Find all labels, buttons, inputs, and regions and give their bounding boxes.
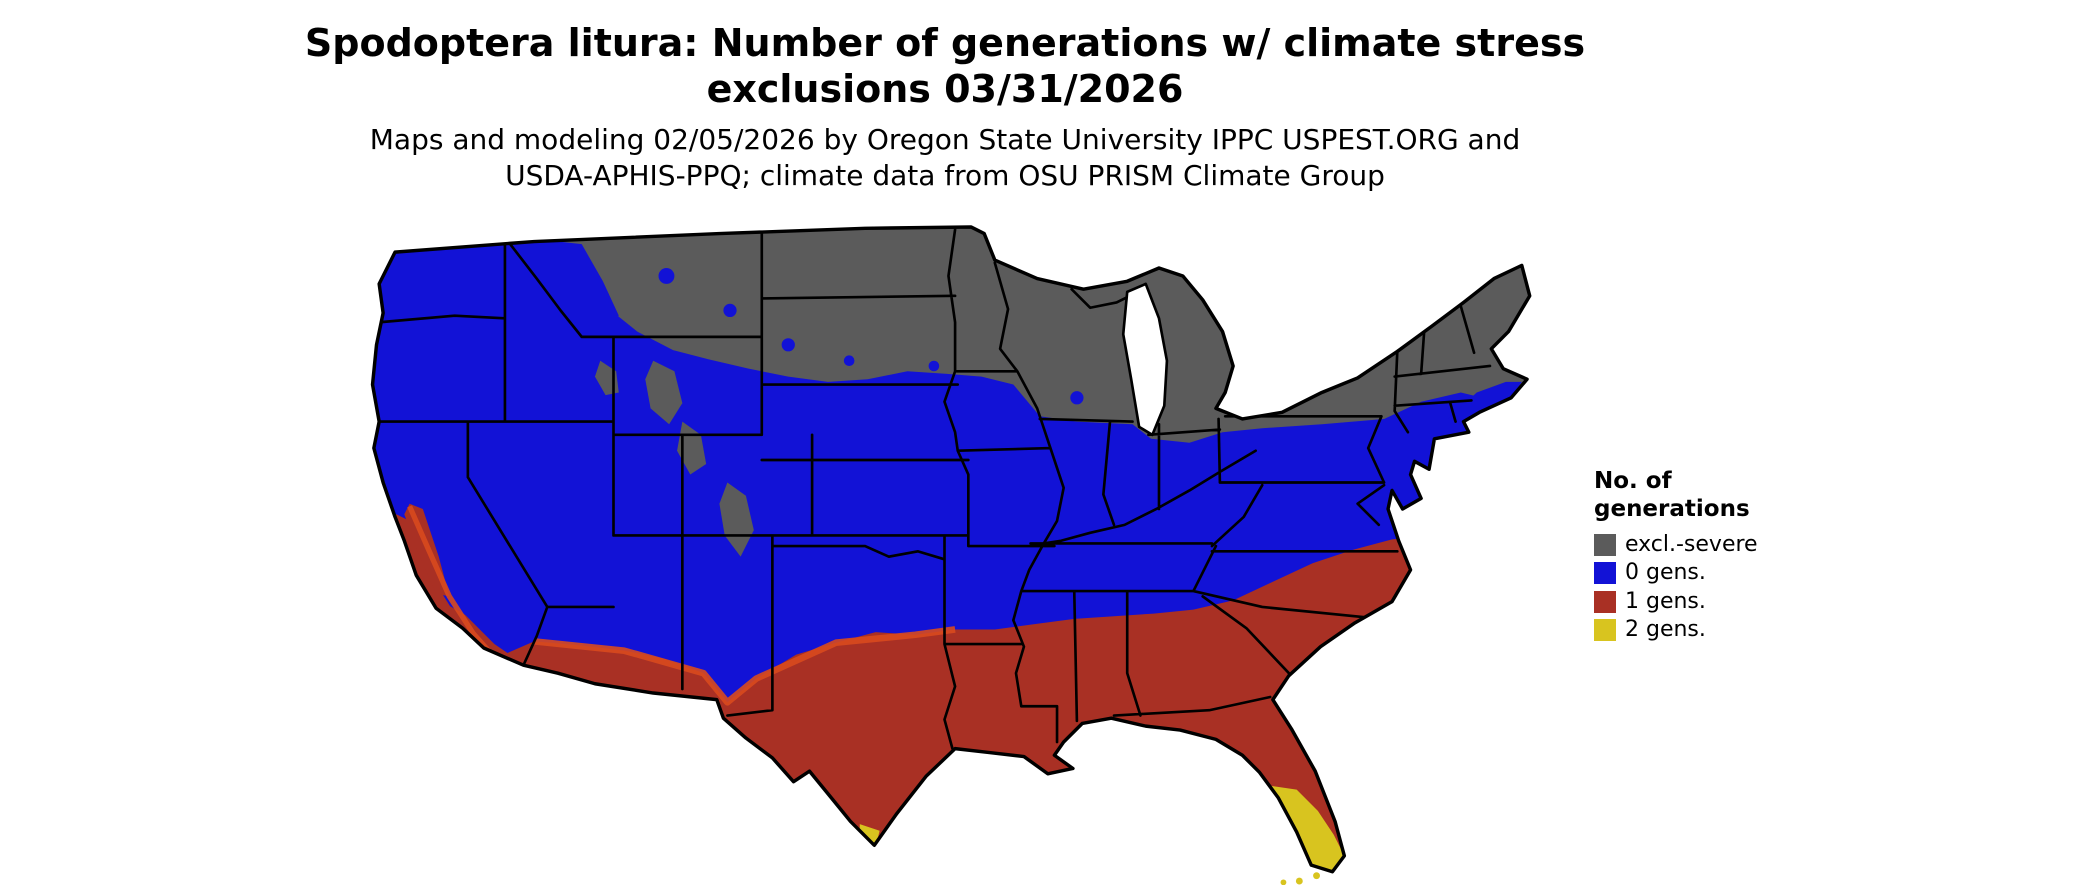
us-outline bbox=[370, 225, 1532, 874]
region-0-gens-nw-pocket bbox=[534, 238, 619, 335]
state-borders bbox=[372, 228, 1492, 750]
gray-pocket-rockies bbox=[645, 360, 683, 425]
subtitle-line-2: USDA-APHIS-PPQ; climate data from OSU PR… bbox=[505, 159, 1385, 193]
legend-title: No. of generations bbox=[1594, 468, 1854, 523]
blue-speck bbox=[843, 355, 855, 366]
legend-item: excl.-severe bbox=[1594, 532, 1854, 558]
region-1-gens-ca-coast bbox=[388, 514, 497, 663]
gray-pocket-rockies bbox=[719, 482, 754, 557]
blue-speck bbox=[781, 338, 795, 352]
region-1-gens-socal bbox=[428, 593, 524, 664]
title-line-2: exclusions 03/31/2026 bbox=[706, 67, 1184, 112]
legend-swatch bbox=[1594, 590, 1616, 613]
legend-item-label: 1 gens. bbox=[1625, 588, 1706, 614]
title-line-1: Spodoptera litura: Number of generations… bbox=[304, 21, 1586, 65]
region-2-gens-texas-tip bbox=[859, 824, 880, 847]
transition-edge-california bbox=[407, 505, 497, 660]
transition-edge-southwest bbox=[533, 626, 956, 706]
legend-item-label: 2 gens. bbox=[1625, 616, 1706, 642]
lake-michigan bbox=[1121, 282, 1169, 437]
legend-items: excl.-severe 0 gens. 1 gens. 2 gens. bbox=[1594, 532, 1854, 642]
legend-item-label: excl.-severe bbox=[1625, 532, 1758, 558]
legend: No. of generations excl.-severe 0 gens. 1 … bbox=[1594, 468, 1854, 646]
map-fill-layers bbox=[372, 226, 1530, 872]
legend-title-line-1: No. of bbox=[1594, 468, 1672, 494]
legend-item: 1 gens. bbox=[1594, 588, 1854, 614]
legend-swatch bbox=[1594, 562, 1616, 585]
map-title: Spodoptera litura: Number of generations… bbox=[0, 20, 1890, 113]
map-subtitle: Maps and modeling 02/05/2026 by Oregon S… bbox=[0, 122, 1890, 195]
legend-title-line-2: generations bbox=[1594, 495, 1750, 522]
legend-item: 2 gens. bbox=[1594, 616, 1854, 642]
legend-item-label: 0 gens. bbox=[1625, 560, 1706, 586]
blue-speck bbox=[658, 268, 675, 284]
region-2-gens-florida bbox=[1270, 785, 1345, 872]
us-map-svg bbox=[370, 225, 1532, 885]
region-0-gens-coastal-newengland bbox=[1447, 381, 1522, 422]
blue-speck bbox=[723, 303, 737, 318]
legend-swatch bbox=[1594, 618, 1616, 641]
legend-swatch bbox=[1594, 534, 1616, 557]
blue-speck bbox=[1070, 391, 1084, 405]
subtitle-line-1: Maps and modeling 02/05/2026 by Oregon S… bbox=[369, 123, 1521, 156]
florida-keys-dot bbox=[1280, 879, 1287, 885]
florida-keys-dot bbox=[1313, 872, 1320, 880]
legend-item: 0 gens. bbox=[1594, 561, 1854, 585]
us-generations-map bbox=[335, 223, 1554, 885]
blue-speck bbox=[928, 360, 940, 372]
florida-keys-dot bbox=[1295, 877, 1303, 885]
